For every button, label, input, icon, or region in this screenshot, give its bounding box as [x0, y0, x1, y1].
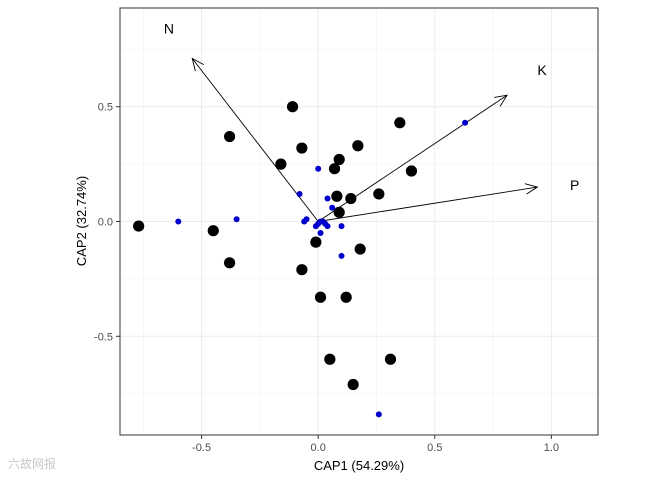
variable-point [296, 190, 303, 197]
arrow-label-N: N [164, 21, 174, 37]
sample-point [373, 188, 385, 200]
sample-point [296, 264, 308, 276]
arrow-head-N [191, 57, 204, 72]
y-tick-label: -0.5 [94, 331, 113, 343]
y-axis-ticks: -0.5 0.0 0.5 [94, 102, 120, 343]
sample-point [314, 291, 327, 303]
sample-point [296, 142, 308, 154]
variable-point [462, 119, 469, 126]
variable-point [317, 229, 324, 236]
variable-point [175, 218, 182, 225]
sample-point [394, 117, 406, 129]
variable-point [324, 195, 331, 202]
sample-point [133, 220, 145, 232]
variable-point [375, 411, 382, 418]
variable-point [315, 165, 322, 172]
x-tick-label: 1.0 [544, 442, 559, 454]
variable-points [175, 119, 469, 418]
arrow-shaft-P [318, 186, 538, 222]
sample-point [345, 192, 357, 205]
sample-point [207, 225, 219, 237]
sample-point [333, 206, 345, 218]
y-tick-label: 0.0 [98, 217, 113, 229]
x-tick-label: -0.5 [192, 442, 211, 454]
sample-point [328, 163, 341, 175]
arrow-head-P [524, 183, 539, 195]
variable-point [233, 216, 240, 223]
variable-point [301, 218, 308, 225]
arrow-label-P: P [570, 177, 579, 193]
sample-point [333, 153, 345, 166]
sample-point [223, 130, 236, 143]
sample-point [347, 378, 359, 391]
sample-point [384, 353, 397, 365]
sample-point [275, 158, 287, 170]
variable-point [338, 223, 345, 230]
sample-point [331, 190, 343, 202]
arrow-label-K: K [537, 62, 547, 78]
sample-point [286, 101, 299, 113]
sample-point [324, 353, 336, 365]
y-axis-title: CAP2 (32.74%) [74, 176, 89, 266]
sample-point [405, 165, 418, 177]
variable-point [312, 223, 319, 230]
variable-point [324, 223, 331, 230]
variable-point [338, 252, 345, 259]
sample-point [310, 236, 322, 248]
x-axis-ticks: -0.5 0.0 0.5 1.0 [192, 435, 559, 454]
x-tick-label: 0.5 [427, 442, 442, 454]
sample-point [354, 243, 366, 255]
sample-point [352, 140, 364, 152]
y-tick-label: 0.5 [98, 102, 113, 114]
sample-point [223, 257, 236, 269]
watermark-text: 六故网报 [8, 457, 57, 471]
x-axis-title: CAP1 (54.29%) [314, 458, 404, 473]
x-tick-label: 0.0 [311, 442, 326, 454]
sample-points [133, 101, 418, 391]
arrow-head-K [494, 94, 508, 107]
sample-point [340, 291, 352, 303]
variable-point [329, 204, 336, 211]
